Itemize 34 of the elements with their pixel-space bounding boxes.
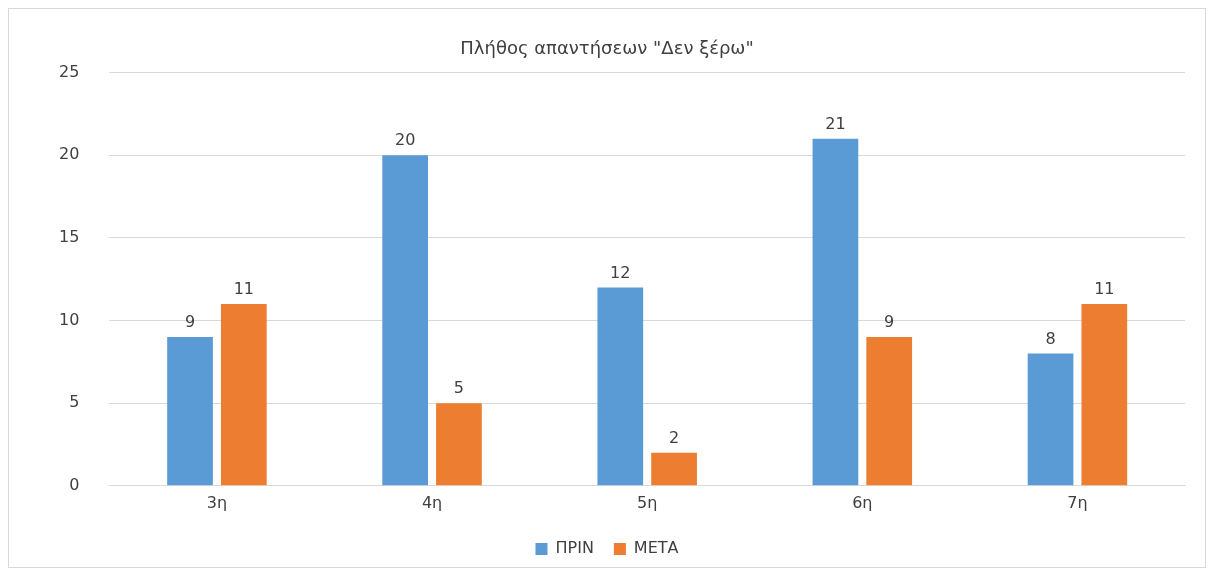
y-tick-label: 5 — [69, 392, 80, 412]
legend-label: ΠΡΙΝ — [555, 538, 594, 558]
data-label: 11 — [1094, 279, 1115, 299]
bar — [597, 287, 644, 486]
bar — [1081, 303, 1128, 486]
data-label: 9 — [884, 312, 895, 332]
data-label: 9 — [184, 312, 196, 332]
data-label: 12 — [610, 262, 631, 282]
x-tick-label: 5η — [637, 492, 658, 512]
y-tick-label: 25 — [59, 61, 80, 81]
bar — [812, 138, 859, 486]
bar — [436, 403, 482, 486]
x-tick-label: 6η — [852, 492, 873, 512]
x-tick-label: 7η — [1067, 492, 1088, 512]
y-tick-label: 15 — [59, 227, 80, 247]
bar — [651, 452, 697, 486]
data-label: 20 — [394, 130, 416, 150]
y-tick-label: 0 — [69, 474, 80, 494]
bar — [220, 303, 267, 486]
bar — [167, 337, 213, 486]
y-tick-label: 10 — [59, 309, 80, 329]
y-tick-label: 20 — [59, 144, 80, 164]
legend-label: ΜΕΤΑ — [633, 538, 679, 558]
data-label: 11 — [233, 279, 254, 299]
data-label: 5 — [453, 378, 465, 398]
bar — [1027, 353, 1074, 486]
data-label: 2 — [668, 427, 680, 447]
bar — [382, 155, 429, 486]
data-label: 8 — [1045, 328, 1056, 348]
data-label: 21 — [825, 113, 846, 133]
x-tick-label: 4η — [421, 492, 443, 512]
bar — [866, 337, 913, 486]
chart-title: Πλήθος απαντήσεων "Δεν ξέρω" — [460, 37, 754, 59]
x-tick-label: 3η — [206, 492, 228, 512]
